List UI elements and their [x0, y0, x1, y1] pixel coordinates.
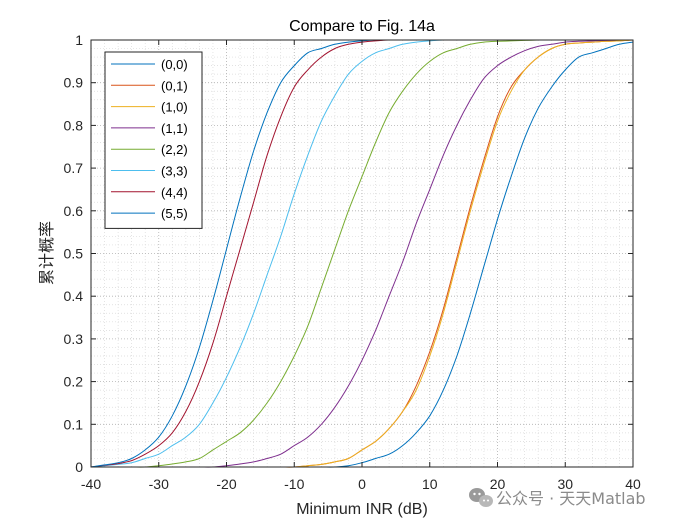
y-tick-label: 0: [75, 459, 83, 475]
wechat-icon: [469, 488, 493, 507]
y-tick-label: 1: [75, 32, 83, 48]
y-axis-label: 累计概率: [37, 221, 56, 285]
x-tick-label: -40: [81, 476, 101, 492]
y-tick-label: 0.4: [64, 288, 84, 304]
legend-label-2: (1,0): [161, 100, 188, 115]
x-tick-label: 20: [490, 476, 506, 492]
y-tick-labels: 0 0.1 0.2 0.3 0.4 0.5 0.6 0.7 0.8 0.9 1: [64, 32, 84, 475]
y-tick-label: 0.1: [64, 416, 84, 432]
legend-label-3: (1,1): [161, 121, 188, 136]
x-tick-label: -10: [284, 476, 304, 492]
legend-label-1: (0,1): [161, 78, 188, 93]
y-tick-label: 0.3: [64, 331, 84, 347]
watermark-text: 公众号 · 天天Matlab: [496, 489, 646, 508]
y-tick-label: 0.7: [64, 160, 84, 176]
axis-ticks: [90, 39, 634, 468]
x-tick-label: 0: [358, 476, 366, 492]
legend-label-6: (4,4): [161, 185, 188, 200]
y-tick-label: 0.5: [64, 246, 84, 262]
legend: (0,0) (0,1) (1,0) (1,1) (2,2) (3,3) (4,4) (5,5): [104, 51, 203, 229]
x-tick-label: -30: [149, 476, 169, 492]
watermark: 公众号 · 天天Matlab: [469, 488, 646, 508]
y-tick-label: 0.2: [64, 374, 84, 390]
y-tick-label: 0.8: [64, 117, 84, 133]
legend-label-5: (3,3): [161, 164, 188, 179]
legend-label-0: (0,0): [161, 57, 188, 72]
y-tick-label: 0.6: [64, 203, 84, 219]
x-tick-label: -20: [216, 476, 236, 492]
legend-label-7: (5,5): [161, 206, 188, 221]
y-tick-label: 0.9: [64, 75, 84, 91]
x-tick-label: 10: [422, 476, 438, 492]
x-axis-label: Minimum INR (dB): [296, 501, 428, 518]
legend-label-4: (2,2): [161, 142, 188, 157]
x-tick-label: 30: [557, 476, 573, 492]
chart-title: Compare to Fig. 14a: [289, 18, 435, 35]
legend-box: [104, 51, 203, 229]
x-tick-labels: -40 -30 -20 -10 0 10 20 30 40: [81, 476, 641, 492]
x-tick-label: 40: [625, 476, 641, 492]
